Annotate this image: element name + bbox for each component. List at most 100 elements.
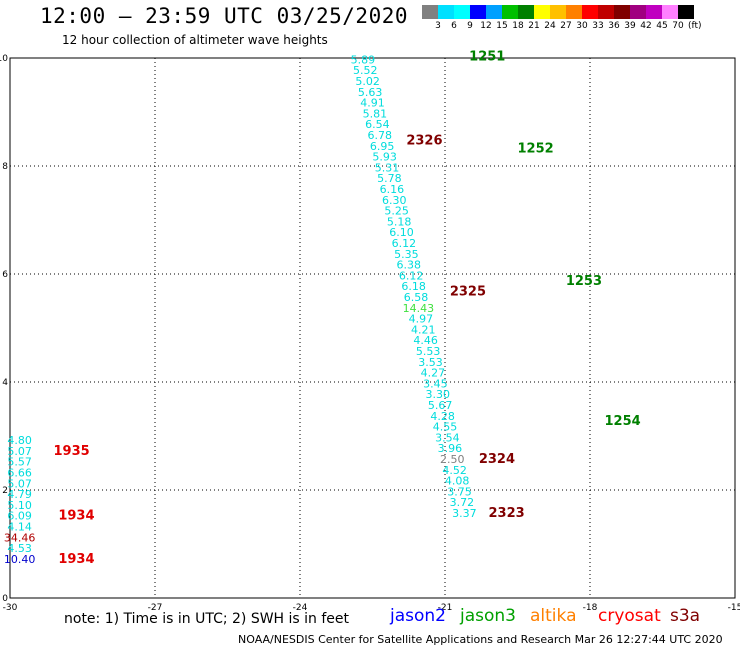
x-tick-label: -21 [438,603,453,613]
wave-height-label: 6.54 [365,118,390,131]
wave-height-label: 6.38 [397,259,422,272]
wave-height-label: 10.40 [4,553,36,566]
color-scale-label: 30 [576,21,588,31]
y-tick-label: 8 [2,162,8,172]
wave-height-label: 3.30 [426,388,451,401]
wave-height-label: 14.43 [403,302,435,315]
credit-line: NOAA/NESDIS Center for Satellite Applica… [238,633,723,646]
wave-height-label: 5.53 [416,345,441,358]
color-scale-cell [534,5,550,19]
wave-height-label: 3.96 [438,442,463,455]
wave-height-label: 6.12 [392,237,417,250]
x-tick-label: -15 [728,603,740,613]
wave-height-label: 2.50 [440,453,465,466]
x-tick-label: -18 [583,603,598,613]
legend-entry: jason3 [460,606,516,626]
wave-height-label: 5.02 [355,75,380,88]
wave-height-label: 4.08 [445,475,470,488]
wave-height-label: 3.54 [435,431,460,444]
y-tick-label: 10 [0,54,8,64]
color-scale-cell [614,5,630,19]
color-scale-cell [470,5,486,19]
wave-height-label: 4.79 [7,488,32,501]
wave-height-label: 5.93 [372,151,397,164]
wave-height-label: 5.78 [377,172,402,185]
wave-height-label: 3.75 [447,485,472,498]
wave-height-label: 4.27 [421,367,446,380]
color-scale-cell [646,5,662,19]
wave-height-label: 6.12 [399,269,424,282]
pass-number-label: 2324 [479,452,515,467]
y-tick-label: 2 [2,486,8,496]
color-scale-label: 9 [467,21,473,31]
color-scale-label: 70 [672,21,684,31]
color-scale-label: 21 [528,21,540,31]
color-scale-cell [486,5,502,19]
legend-entry: cryosat [598,606,661,626]
color-scale-label: 45 [656,21,668,31]
color-scale-label: 24 [544,21,556,31]
wave-height-label: 5.35 [394,248,419,261]
wave-height-label: 5.10 [7,499,32,512]
color-scale-cell [438,5,454,19]
wave-height-label: 4.55 [433,421,458,434]
footnote: note: 1) Time is in UTC; 2) SWH is in fe… [64,611,350,627]
pass-number-label: 2323 [489,506,525,521]
color-scale-cell [662,5,678,19]
color-scale-cell [598,5,614,19]
color-scale-label: 3 [435,21,441,31]
wave-height-label: 4.53 [7,542,32,555]
wave-height-label: 6.30 [382,194,407,207]
color-scale-cell [678,5,694,19]
wave-height-label: 3.53 [418,356,443,369]
wave-height-label: 4.14 [7,521,32,534]
y-tick-label: 4 [2,378,8,388]
wave-height-label: 4.91 [360,97,385,110]
pass-number-label: 1252 [518,142,554,157]
wave-height-label: 6.95 [370,140,395,153]
pass-number-label: 1253 [566,274,602,289]
pass-number-label: 2325 [450,285,486,300]
wave-height-label: 5.52 [353,64,378,77]
wave-height-label: 5.67 [428,399,453,412]
wave-height-label: 4.28 [430,410,455,423]
wave-height-label: 4.46 [413,334,438,347]
wave-height-label: 6.78 [368,129,393,142]
color-scale-label: 39 [624,21,636,31]
wave-height-label: 5.57 [7,456,32,469]
color-scale-label: 42 [640,21,652,31]
wave-height-label: 6.10 [389,226,414,239]
color-scale-label: 18 [512,21,524,31]
x-tick-label: -27 [148,603,163,613]
color-scale-cell [454,5,470,19]
wave-height-label: 5.31 [375,161,400,174]
wave-height-label: 6.18 [401,280,426,293]
plot-frame [9,57,736,599]
x-tick-label: -24 [293,603,308,613]
color-scale-label: 33 [592,21,604,31]
pass-number-label: 1934 [58,552,94,567]
wave-height-label: 3.72 [450,496,475,509]
legend-entry: altika [530,606,577,626]
color-scale-label: 27 [560,21,572,31]
color-scale-cell [422,5,438,19]
chart-title: 12:00 – 23:59 UTC 03/25/2020 [40,4,409,28]
wave-height-label: 4.97 [409,313,434,326]
wave-height-label: 5.81 [363,107,388,120]
wave-height-label: 3.45 [423,377,448,390]
pass-number-label: 2326 [406,133,442,148]
color-scale-label: 6 [451,21,457,31]
legend-entry: jason2 [390,606,446,626]
wave-height-label: 6.58 [404,291,429,304]
pass-number-label: 1251 [469,50,505,65]
legend-entry: s3a [670,606,701,626]
color-scale-cell [518,5,534,19]
color-scale-cell [630,5,646,19]
chart-subtitle: 12 hour collection of altimeter wave hei… [62,33,328,47]
pass-number-label: 1254 [605,414,641,429]
wave-height-label: 6.66 [7,467,32,480]
wave-height-label: 5.07 [7,445,32,458]
color-scale-cell [502,5,518,19]
wave-height-label: 6.09 [7,510,32,523]
